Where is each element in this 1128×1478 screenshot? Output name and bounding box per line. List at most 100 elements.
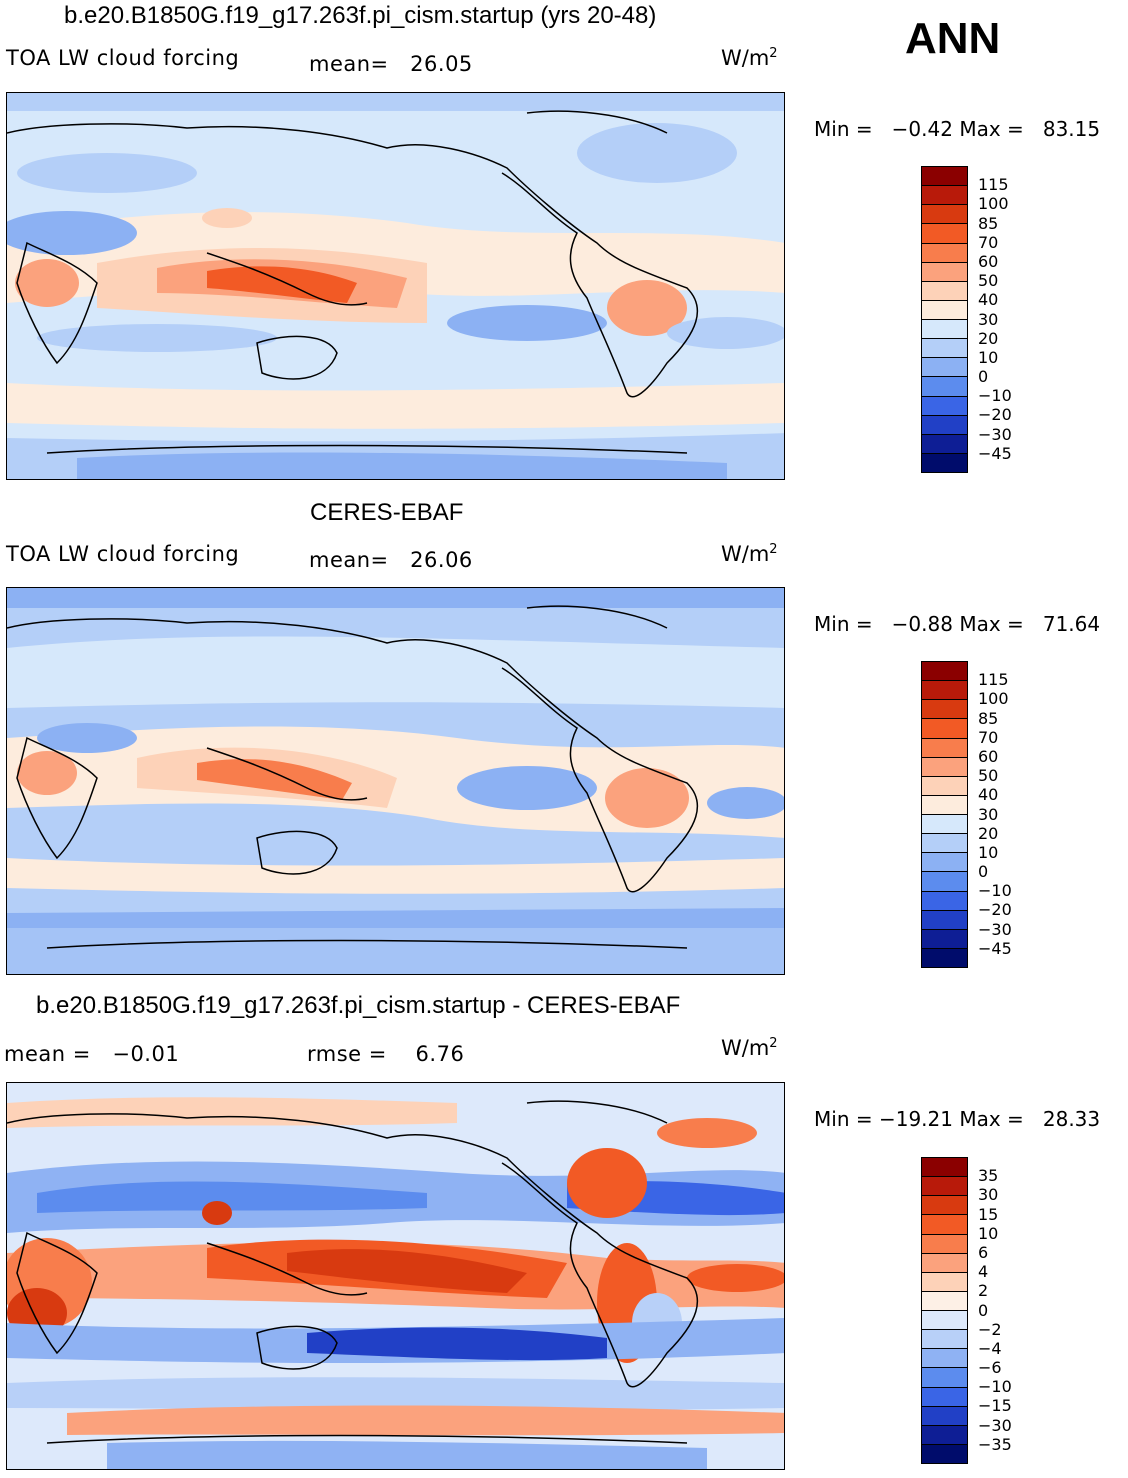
colorbar-swatch <box>922 757 967 777</box>
panel3-units-text: W/m <box>721 1036 770 1060</box>
colorbar-swatch <box>922 795 967 815</box>
colorbar-tick-label: −45 <box>978 938 1012 958</box>
panel3-minmax: Min = −19.21 Max = 28.33 <box>814 1107 1101 1131</box>
colorbar-tick-label: −20 <box>978 405 1012 425</box>
colorbar-tick-label: −20 <box>978 900 1012 920</box>
panel1-map-svg <box>7 93 784 479</box>
colorbar-tick-label: 20 <box>978 328 999 348</box>
panel1-units: W/m2 <box>721 46 778 70</box>
colorbar-swatch <box>922 205 967 225</box>
colorbar-swatch <box>922 453 967 472</box>
colorbar-swatch <box>922 1311 967 1331</box>
colorbar-swatch <box>922 224 967 244</box>
colorbar-tick-label: 40 <box>978 785 999 805</box>
colorbar-swatch <box>922 262 967 282</box>
colorbar-swatch <box>922 377 967 397</box>
panel1-colorbar-ticks: 115 100 85 70 60 50 40 30 20 10 0 −10 −20 −30 −45 <box>978 166 1038 473</box>
panel3-colorbar <box>921 1157 968 1464</box>
colorbar-swatch <box>922 700 967 720</box>
panel2-title: CERES-EBAF <box>310 499 464 526</box>
colorbar-swatch <box>922 1444 967 1463</box>
colorbar-swatch <box>922 738 967 758</box>
colorbar-tick-label: 40 <box>978 290 999 310</box>
colorbar-swatch <box>922 243 967 263</box>
panel2-minmax: Min = −0.88 Max = 71.64 <box>814 612 1101 636</box>
colorbar-tick-label: 60 <box>978 746 999 766</box>
colorbar-swatch <box>922 1349 967 1369</box>
colorbar-tick-label: 100 <box>978 194 1009 214</box>
colorbar-swatch <box>922 681 967 701</box>
panel2-colorbar-ticks: 115 100 85 70 60 50 40 30 20 10 0 −10 −20 −30 −45 <box>978 661 1038 968</box>
colorbar-tick-label: −30 <box>978 919 1012 939</box>
colorbar-swatch <box>922 1330 967 1350</box>
colorbar-tick-label: 60 <box>978 251 999 271</box>
colorbar-swatch <box>922 1196 967 1216</box>
colorbar-swatch <box>922 358 967 378</box>
colorbar-swatch <box>922 396 967 416</box>
panel3-rmse: rmse = 6.76 <box>307 1042 465 1066</box>
panel3-colorbar-ticks: 35 30 15 10 6 4 2 0 −2 −4 −6 −10 −15 −30 −35 <box>978 1157 1038 1464</box>
colorbar-tick-label: −30 <box>978 1415 1012 1435</box>
colorbar-swatch <box>922 1291 967 1311</box>
colorbar-tick-label: 70 <box>978 232 999 252</box>
panel2-map-svg <box>7 588 784 974</box>
colorbar-tick-label: −45 <box>978 443 1012 463</box>
panel3-mean: mean = −0.01 <box>4 1042 180 1066</box>
colorbar-swatch <box>922 1234 967 1254</box>
panel2-colorbar <box>921 661 968 968</box>
colorbar-swatch <box>922 281 967 301</box>
colorbar-tick-label: 30 <box>978 309 999 329</box>
colorbar-tick-label: 85 <box>978 708 999 728</box>
colorbar-tick-label: 15 <box>978 1204 999 1224</box>
panel3-units: W/m2 <box>721 1036 778 1060</box>
panel1-variable-label: TOA LW cloud forcing <box>6 46 240 70</box>
colorbar-tick-label: 115 <box>978 175 1009 195</box>
colorbar-tick-label: 50 <box>978 271 999 291</box>
colorbar-swatch <box>922 339 967 359</box>
colorbar-tick-label: −6 <box>978 1358 1002 1378</box>
colorbar-swatch <box>922 300 967 320</box>
panel1-colorbar <box>921 166 968 473</box>
colorbar-tick-label: 10 <box>978 347 999 367</box>
colorbar-swatch <box>922 910 967 930</box>
panel2-units-text: W/m <box>721 542 770 566</box>
colorbar-swatch <box>922 1425 967 1445</box>
colorbar-tick-label: 4 <box>978 1262 989 1282</box>
colorbar-swatch <box>922 1368 967 1388</box>
colorbar-tick-label: 10 <box>978 842 999 862</box>
colorbar-tick-label: −35 <box>978 1434 1012 1454</box>
panel1-minmax: Min = −0.42 Max = 83.15 <box>814 117 1101 141</box>
panel2-variable-label: TOA LW cloud forcing <box>6 542 240 566</box>
colorbar-tick-label: −15 <box>978 1396 1012 1416</box>
panel2-mean: mean= 26.06 <box>309 548 473 572</box>
colorbar-tick-label: 0 <box>978 367 989 387</box>
season-label: ANN <box>905 14 1001 63</box>
colorbar-swatch <box>922 167 967 187</box>
colorbar-tick-label: 70 <box>978 727 999 747</box>
colorbar-swatch <box>922 815 967 835</box>
panel1-mean: mean= 26.05 <box>309 52 473 76</box>
colorbar-tick-label: −30 <box>978 424 1012 444</box>
panel1-title: b.e20.B1850G.f19_g17.263f.pi_cism.startu… <box>64 2 657 29</box>
colorbar-tick-label: −10 <box>978 1377 1012 1397</box>
colorbar-swatch <box>922 834 967 854</box>
colorbar-tick-label: 35 <box>978 1166 999 1186</box>
colorbar-swatch <box>922 1406 967 1426</box>
colorbar-tick-label: −4 <box>978 1338 1002 1358</box>
colorbar-tick-label: 30 <box>978 804 999 824</box>
colorbar-swatch <box>922 853 967 873</box>
panel2-units-exponent: 2 <box>769 542 778 557</box>
colorbar-swatch <box>922 929 967 949</box>
colorbar-tick-label: 115 <box>978 670 1009 690</box>
colorbar-tick-label: 20 <box>978 823 999 843</box>
panel3-map <box>6 1082 785 1470</box>
colorbar-swatch <box>922 872 967 892</box>
colorbar-tick-label: −2 <box>978 1319 1002 1339</box>
colorbar-tick-label: 10 <box>978 1223 999 1243</box>
colorbar-tick-label: 0 <box>978 1300 989 1320</box>
panel3-title: b.e20.B1850G.f19_g17.263f.pi_cism.startu… <box>36 992 681 1019</box>
panel1-units-exponent: 2 <box>769 46 778 61</box>
colorbar-tick-label: 85 <box>978 213 999 233</box>
panel1-map <box>6 92 785 480</box>
panel2-units: W/m2 <box>721 542 778 566</box>
